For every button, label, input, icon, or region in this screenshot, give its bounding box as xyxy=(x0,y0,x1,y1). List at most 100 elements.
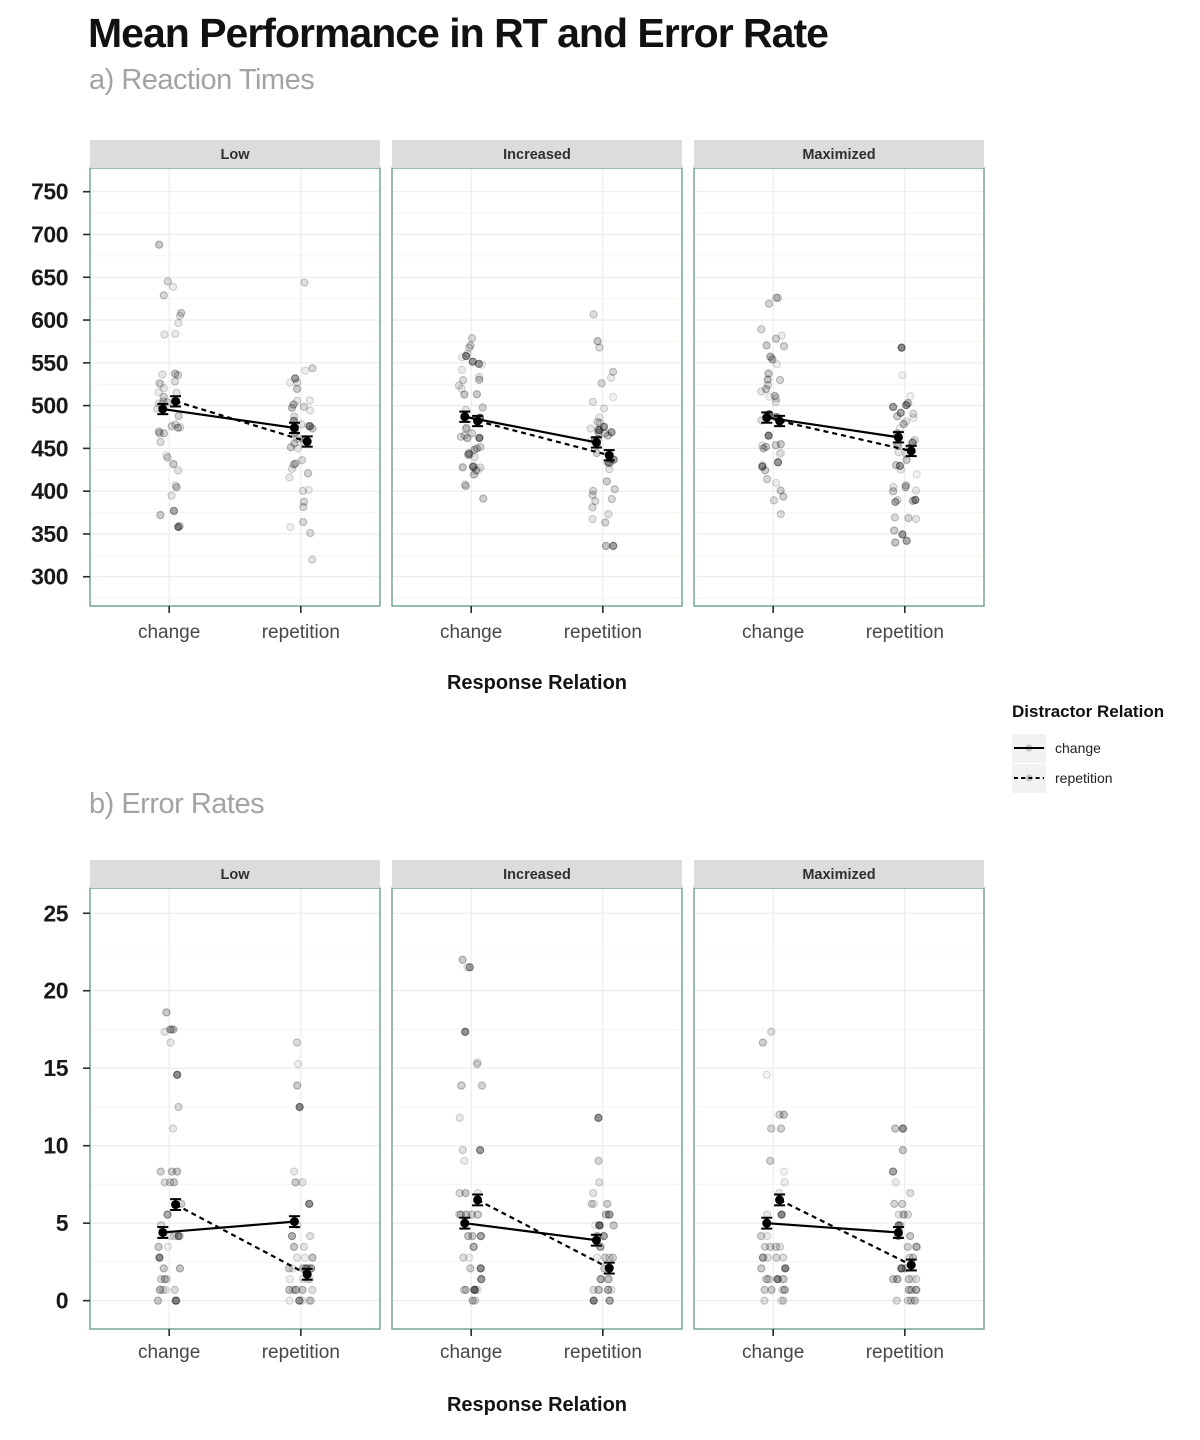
chart-err: Low change repetition Increased change repeti… xyxy=(43,860,985,1363)
error-bar xyxy=(905,444,917,458)
solid-mean-line xyxy=(162,1220,295,1234)
y-tick-label: 450 xyxy=(31,435,68,461)
section-a-subtitle: a) Reaction Times xyxy=(89,64,315,96)
x-tick-label: repetition xyxy=(262,622,340,643)
error-bar xyxy=(590,436,602,449)
y-axis-rt: 750 700 650 600 550 500 450 400 350 300 xyxy=(31,179,90,590)
jitter-points-change xyxy=(756,1027,908,1305)
facet-rt-low: Low change repetition xyxy=(89,140,381,643)
error-bar xyxy=(590,1233,602,1247)
jitter-points-repetition xyxy=(771,1110,921,1305)
error-bar xyxy=(459,1216,471,1230)
mean-point xyxy=(893,1227,903,1237)
x-tick-label: change xyxy=(742,1342,804,1363)
x-tick-label: change xyxy=(440,622,502,643)
x-tick-label: repetition xyxy=(564,622,642,643)
y-tick-label: 550 xyxy=(31,350,68,376)
facet-err-increased: Increased change repetition xyxy=(391,860,683,1363)
legend-label-change: change xyxy=(1055,740,1101,756)
page-title: Mean Performance in RT and Error Rate xyxy=(88,10,829,56)
dashed-mean-line xyxy=(779,419,912,453)
error-bar xyxy=(288,421,300,434)
mean-point xyxy=(171,1200,181,1210)
solid-mean-line xyxy=(766,416,899,439)
panel-border xyxy=(693,887,985,1330)
mean-point xyxy=(302,437,312,447)
facet-strip xyxy=(90,860,380,888)
dashed-mean-line xyxy=(477,1198,610,1270)
facet-strip xyxy=(90,140,380,168)
mean-point xyxy=(906,1260,916,1270)
solid-line-key-icon xyxy=(1012,733,1046,763)
solid-mean-line xyxy=(464,1222,597,1242)
jitter-points-change xyxy=(455,955,606,1305)
jitter-points-repetition xyxy=(467,334,619,551)
mean-point xyxy=(302,1269,312,1279)
panel-border xyxy=(693,167,985,607)
error-bar xyxy=(905,1258,917,1272)
error-bar xyxy=(892,1226,904,1239)
error-bar xyxy=(761,411,773,424)
y-tick-label: 25 xyxy=(43,900,68,926)
facet-rt-maximized: Maximized change repetition xyxy=(693,140,985,643)
y-tick-label: 600 xyxy=(31,307,68,333)
panel-border xyxy=(89,887,381,1330)
error-bar xyxy=(459,410,471,423)
error-bar xyxy=(603,449,615,462)
facet-strip xyxy=(392,140,682,168)
error-bar xyxy=(472,1193,484,1207)
solid-mean-line xyxy=(464,415,597,444)
y-tick-label: 500 xyxy=(31,393,68,419)
legend-title: Distractor Relation xyxy=(1012,702,1165,721)
error-bar xyxy=(603,1261,615,1275)
mean-point xyxy=(775,416,785,426)
mean-point xyxy=(591,1235,601,1245)
facet-strip xyxy=(392,860,682,888)
mean-point xyxy=(289,423,299,433)
legend-label-repetition: repetition xyxy=(1055,770,1113,786)
facet-strip-label: Maximized xyxy=(802,867,875,883)
x-tick-label: repetition xyxy=(262,1342,340,1363)
x-axis-title-error: Response Relation xyxy=(446,1394,628,1416)
solid-mean-line xyxy=(766,1222,899,1234)
x-tick-label: change xyxy=(742,622,804,643)
error-bar xyxy=(774,414,786,428)
dashed-mean-line xyxy=(175,1203,308,1276)
facet-strip xyxy=(694,860,984,888)
error-bar xyxy=(157,1226,169,1239)
mean-point xyxy=(762,413,772,423)
dashed-mean-line xyxy=(175,400,308,443)
mean-point xyxy=(158,404,168,414)
jitter-points-change xyxy=(757,299,908,547)
dashed-mean-line xyxy=(779,1198,912,1266)
y-tick-label: 700 xyxy=(31,221,68,247)
error-bar xyxy=(774,1193,786,1207)
jitter-points-repetition xyxy=(165,1025,317,1305)
y-tick-label: 650 xyxy=(31,264,68,290)
facet-err-maximized: Maximized change repetition xyxy=(693,860,985,1363)
y-tick-label: 5 xyxy=(56,1210,69,1236)
y-axis-err: 25 20 15 10 5 0 xyxy=(43,900,90,1314)
facet-err-low: Low change repetition xyxy=(89,860,381,1363)
error-bar xyxy=(157,402,169,416)
mean-point xyxy=(604,450,614,460)
mean-point xyxy=(906,446,916,456)
mean-point xyxy=(460,1218,470,1228)
facet-strip-label: Low xyxy=(221,867,251,883)
error-bar xyxy=(761,1216,773,1230)
jitter-points-repetition xyxy=(467,1057,618,1305)
mean-point xyxy=(158,1227,168,1237)
error-bar xyxy=(892,431,904,444)
mean-point xyxy=(604,1263,614,1273)
facet-strip-label: Low xyxy=(221,147,251,163)
dashed-mean-line xyxy=(477,419,610,457)
y-tick-label: 10 xyxy=(43,1133,68,1159)
error-bar xyxy=(288,1215,300,1229)
y-tick-label: 400 xyxy=(31,478,68,504)
legend: Distractor Relation change repetition xyxy=(1012,702,1198,793)
error-bar xyxy=(170,1198,182,1211)
facet-rt-increased: Increased change repetition xyxy=(391,140,683,643)
facet-strip xyxy=(694,140,984,168)
